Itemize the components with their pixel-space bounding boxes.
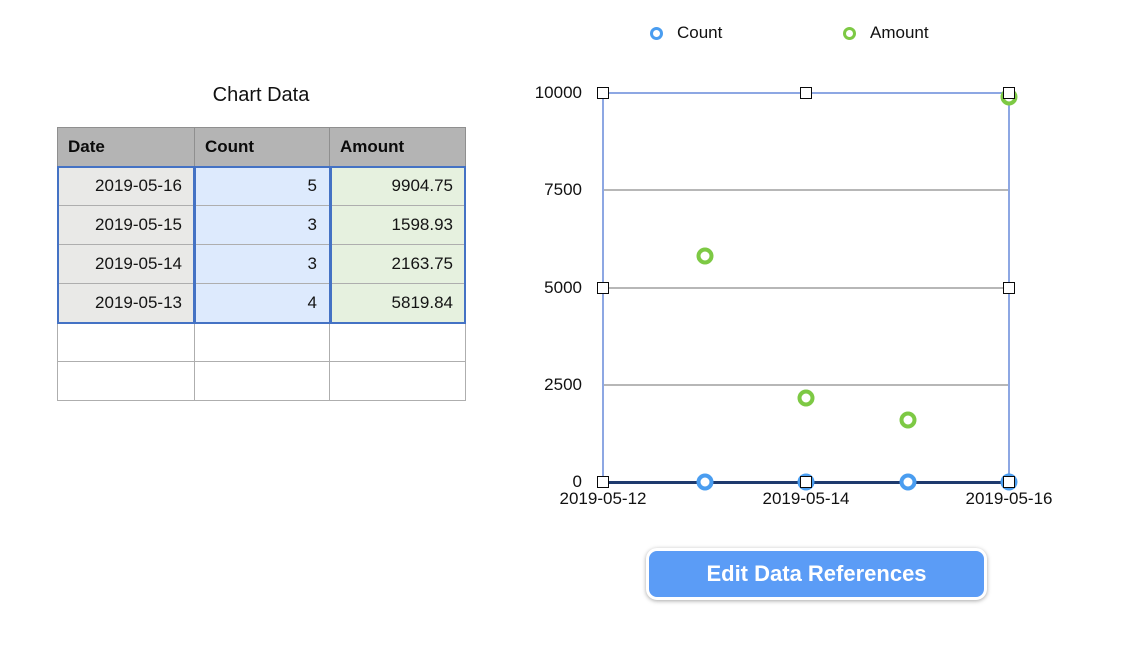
cell-amount[interactable]: 9904.75 bbox=[329, 166, 466, 206]
cell-amount[interactable]: 2163.75 bbox=[329, 244, 466, 284]
selection-handle[interactable] bbox=[597, 476, 609, 488]
selection-handle[interactable] bbox=[1003, 281, 1015, 294]
cell-date[interactable]: 2019-05-13 bbox=[57, 283, 195, 323]
empty-cell[interactable] bbox=[57, 361, 195, 401]
table-row: 2019-05-15 3 1598.93 bbox=[57, 205, 466, 245]
table-row-empty bbox=[57, 322, 466, 362]
y-axis-labels: 0 2500 5000 7500 10000 bbox=[488, 83, 582, 491]
empty-cell[interactable] bbox=[57, 322, 195, 362]
gridline bbox=[603, 383, 1009, 386]
plot-area bbox=[597, 87, 1018, 491]
gridline bbox=[603, 189, 1009, 192]
table-row: 2019-05-13 4 5819.84 bbox=[57, 283, 466, 323]
legend-item-amount: Amount bbox=[843, 23, 929, 43]
x-tick-label: 2019-05-16 bbox=[965, 489, 1053, 508]
cell-date[interactable]: 2019-05-14 bbox=[57, 244, 195, 284]
table-row: 2019-05-14 3 2163.75 bbox=[57, 244, 466, 284]
cell-date[interactable]: 2019-05-16 bbox=[57, 166, 195, 206]
y-tick-label: 0 bbox=[572, 472, 582, 491]
table-title: Chart Data bbox=[212, 84, 310, 106]
col-header-date[interactable]: Date bbox=[57, 127, 195, 167]
gridline bbox=[603, 286, 1009, 289]
x-tick-label: 2019-05-12 bbox=[559, 489, 647, 508]
legend-item-count: Count bbox=[650, 23, 722, 43]
count-legend-marker-icon bbox=[650, 26, 663, 40]
table-row: 2019-05-16 5 9904.75 bbox=[57, 166, 466, 206]
y-tick-label: 2500 bbox=[544, 374, 582, 394]
y-tick-label: 5000 bbox=[544, 277, 582, 297]
count-data-point[interactable] bbox=[899, 473, 916, 491]
cell-count[interactable]: 4 bbox=[194, 283, 330, 323]
selection-handle[interactable] bbox=[800, 476, 812, 488]
cell-date[interactable]: 2019-05-15 bbox=[57, 205, 195, 245]
amount-data-point[interactable] bbox=[797, 389, 815, 407]
count-data-point[interactable] bbox=[696, 473, 713, 491]
cell-amount[interactable]: 5819.84 bbox=[329, 283, 466, 323]
x-axis-labels: 2019-05-12 2019-05-14 2019-05-16 bbox=[560, 489, 1053, 513]
amount-data-point[interactable] bbox=[899, 411, 916, 429]
cell-count[interactable]: 3 bbox=[194, 205, 330, 245]
empty-cell[interactable] bbox=[329, 361, 466, 401]
selection-handle[interactable] bbox=[1003, 476, 1015, 488]
cell-count[interactable]: 5 bbox=[194, 166, 330, 206]
col-header-count[interactable]: Count bbox=[194, 127, 330, 167]
selection-handle[interactable] bbox=[800, 87, 812, 99]
cell-amount[interactable]: 1598.93 bbox=[329, 205, 466, 245]
selection-handle[interactable] bbox=[597, 87, 609, 99]
y-tick-label: 10000 bbox=[534, 83, 582, 102]
empty-cell[interactable] bbox=[194, 361, 330, 401]
table-row-empty bbox=[57, 361, 466, 401]
amount-legend-marker-icon bbox=[843, 26, 856, 40]
cell-count[interactable]: 3 bbox=[194, 244, 330, 284]
chart-data-table: Date Count Amount 2019-05-16 5 9904.75 2… bbox=[57, 127, 466, 401]
empty-cell[interactable] bbox=[329, 322, 466, 362]
table-header-row: Date Count Amount bbox=[57, 127, 466, 167]
selection-handle[interactable] bbox=[1003, 87, 1015, 99]
selection-handle[interactable] bbox=[597, 281, 609, 294]
edit-data-references-button[interactable]: Edit Data References bbox=[646, 548, 987, 600]
y-tick-label: 7500 bbox=[544, 180, 582, 200]
amount-data-point[interactable] bbox=[696, 247, 713, 265]
legend-label-amount: Amount bbox=[870, 23, 929, 42]
legend-label-count: Count bbox=[677, 23, 723, 42]
empty-cell[interactable] bbox=[194, 322, 330, 362]
x-tick-label: 2019-05-14 bbox=[762, 489, 850, 508]
col-header-amount[interactable]: Amount bbox=[329, 127, 466, 167]
